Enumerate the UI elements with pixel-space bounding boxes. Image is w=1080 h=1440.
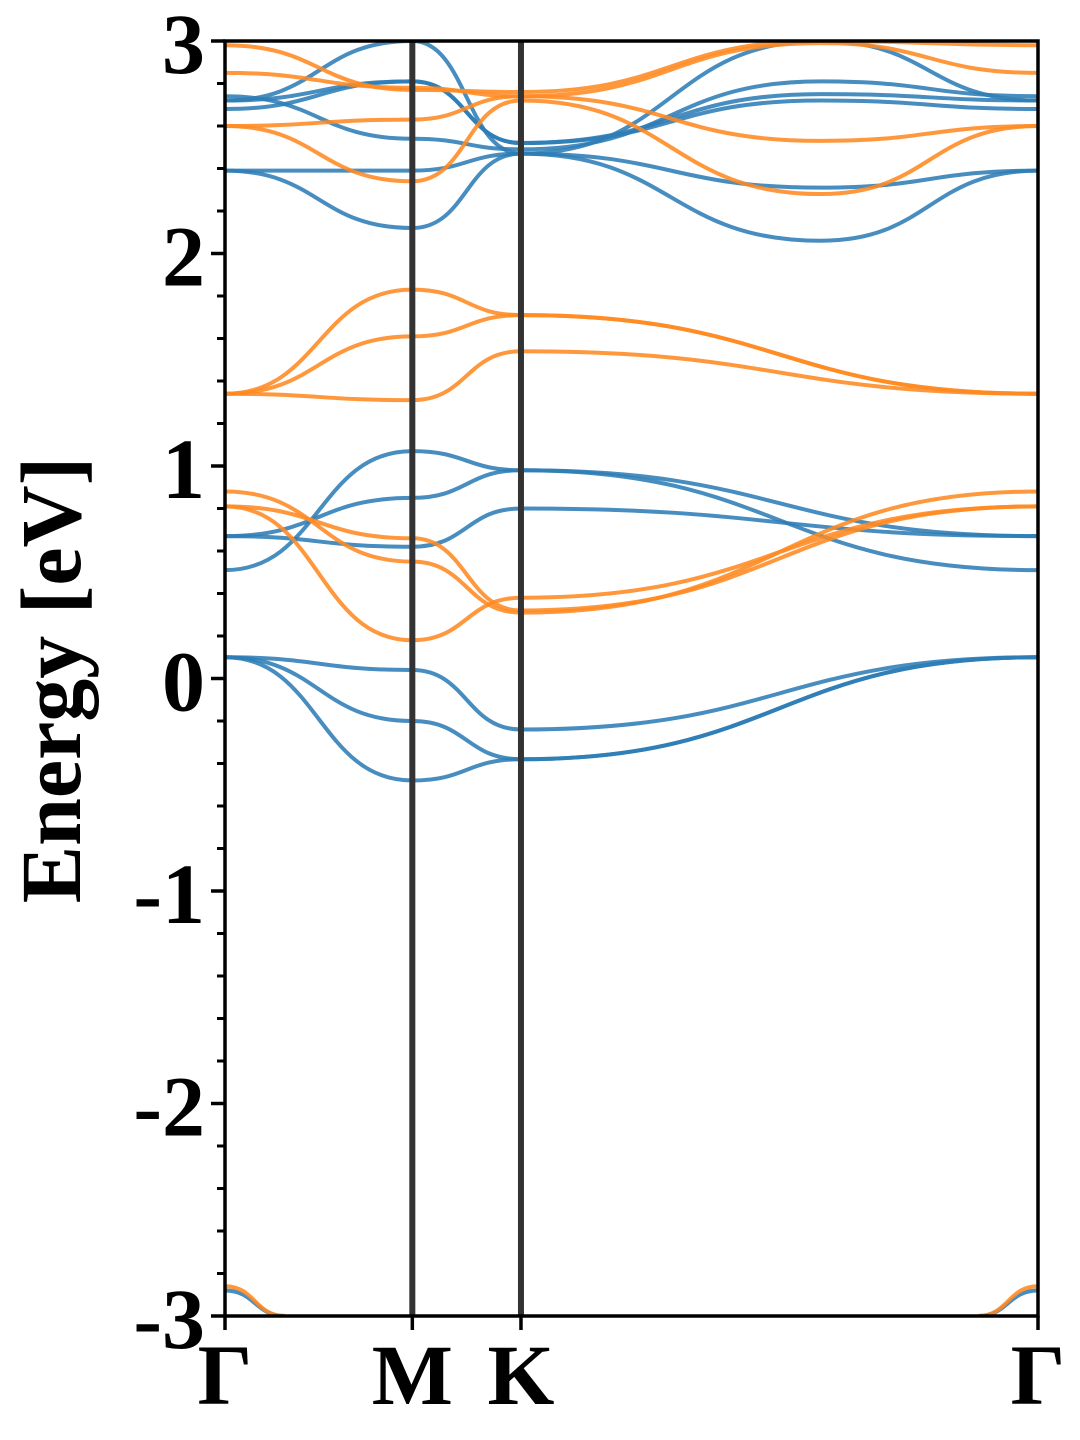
spin-down-band-15 bbox=[225, 349, 1038, 403]
spin-up-band-1 bbox=[225, 655, 1038, 762]
y-tick-label: -3 bbox=[133, 1271, 205, 1367]
plot-frame bbox=[223, 39, 1040, 1318]
spin-up-band-2 bbox=[225, 655, 1038, 783]
spin-up-band-11 bbox=[225, 41, 1038, 156]
y-tick-label: 0 bbox=[162, 634, 205, 730]
y-tick-label: 2 bbox=[162, 209, 205, 305]
y-tick-label: -2 bbox=[133, 1059, 205, 1155]
spin-down-band-19 bbox=[225, 94, 1038, 143]
bands-layer bbox=[225, 41, 1038, 1316]
spin-down-band-14 bbox=[225, 504, 1038, 643]
spin-up-band-0 bbox=[225, 655, 1038, 732]
kpath-lines bbox=[409, 41, 524, 1316]
y-tick-label: -1 bbox=[133, 846, 205, 942]
spin-down-band-13 bbox=[225, 504, 1038, 613]
y-axis-ticks: -3 -2 -1 0 1 2 3 bbox=[133, 0, 225, 1367]
spin-down-band-18 bbox=[225, 98, 1038, 197]
y-axis-label: Energy [eV] bbox=[3, 457, 99, 904]
spin-down-band-20 bbox=[225, 41, 1038, 99]
spin-up-band-8 bbox=[225, 79, 1038, 152]
x-tick-label-2: K bbox=[488, 1327, 555, 1423]
x-tick-label-1: M bbox=[372, 1327, 453, 1423]
spin-down-band-12 bbox=[225, 489, 1038, 615]
spin-up-band-4 bbox=[225, 468, 1038, 539]
y-tick-label: 3 bbox=[162, 0, 205, 92]
x-tick-label-0: Γ bbox=[198, 1327, 253, 1423]
y-tick-label: 1 bbox=[162, 421, 205, 517]
spin-down-band-17 bbox=[225, 287, 1038, 396]
x-tick-label-3: Γ bbox=[1011, 1327, 1066, 1423]
plot-border bbox=[223, 39, 1040, 1318]
spin-up-band-6 bbox=[225, 151, 1038, 243]
